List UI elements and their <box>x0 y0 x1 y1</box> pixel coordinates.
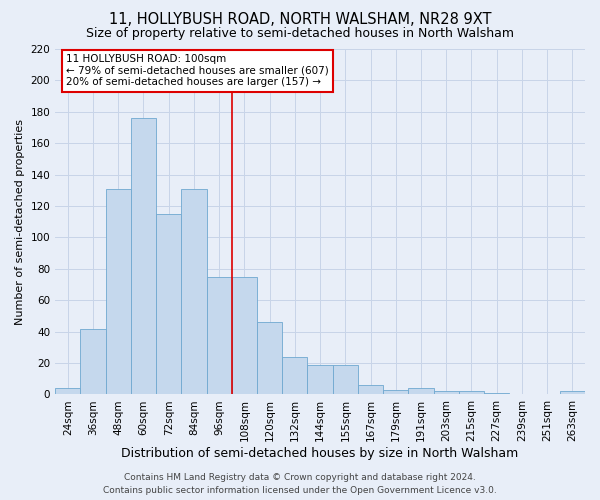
Bar <box>55 388 80 394</box>
Bar <box>282 357 307 395</box>
X-axis label: Distribution of semi-detached houses by size in North Walsham: Distribution of semi-detached houses by … <box>121 447 519 460</box>
Bar <box>257 322 282 394</box>
Bar <box>106 189 131 394</box>
Bar <box>358 385 383 394</box>
Text: 11, HOLLYBUSH ROAD, NORTH WALSHAM, NR28 9XT: 11, HOLLYBUSH ROAD, NORTH WALSHAM, NR28 … <box>109 12 491 28</box>
Bar <box>434 392 459 394</box>
Bar <box>131 118 156 394</box>
Bar <box>409 388 434 394</box>
Bar <box>206 276 232 394</box>
Bar <box>181 189 206 394</box>
Bar <box>383 390 409 394</box>
Y-axis label: Number of semi-detached properties: Number of semi-detached properties <box>15 118 25 324</box>
Bar <box>232 276 257 394</box>
Bar <box>332 364 358 394</box>
Text: Size of property relative to semi-detached houses in North Walsham: Size of property relative to semi-detach… <box>86 28 514 40</box>
Bar <box>484 393 509 394</box>
Bar <box>156 214 181 394</box>
Text: 11 HOLLYBUSH ROAD: 100sqm
← 79% of semi-detached houses are smaller (607)
20% of: 11 HOLLYBUSH ROAD: 100sqm ← 79% of semi-… <box>66 54 329 88</box>
Bar <box>560 392 585 394</box>
Bar <box>80 328 106 394</box>
Bar <box>307 364 332 394</box>
Text: Contains HM Land Registry data © Crown copyright and database right 2024.
Contai: Contains HM Land Registry data © Crown c… <box>103 474 497 495</box>
Bar <box>459 392 484 394</box>
